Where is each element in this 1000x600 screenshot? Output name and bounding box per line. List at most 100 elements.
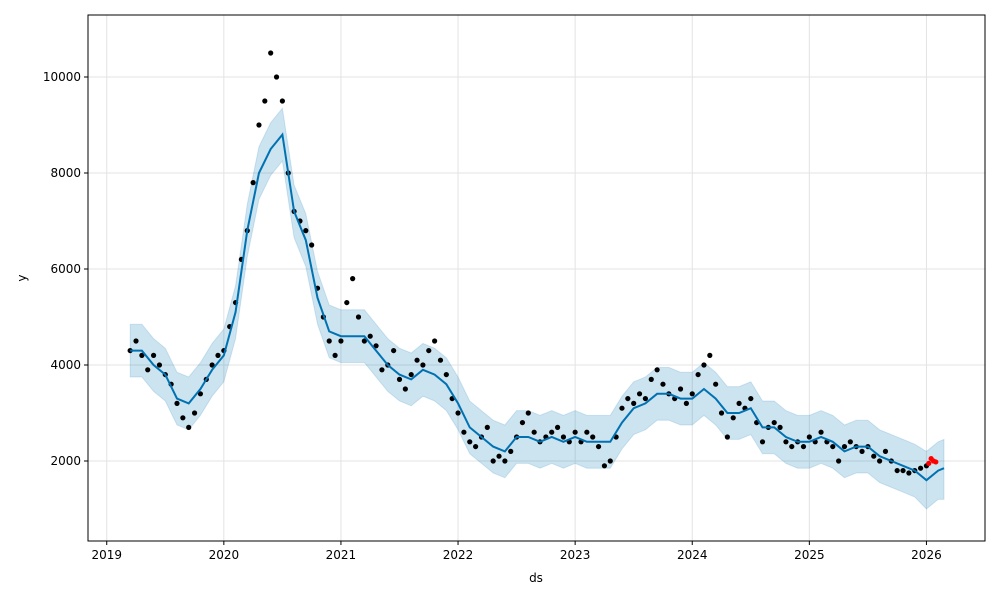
observed-point bbox=[607, 458, 613, 464]
y-axis-label: y bbox=[15, 274, 29, 281]
observed-point bbox=[748, 395, 754, 402]
observed-point bbox=[906, 470, 912, 476]
observed-point bbox=[139, 352, 145, 358]
observed-point bbox=[256, 122, 262, 128]
observed-point bbox=[800, 443, 807, 450]
x-tick-label: 2023 bbox=[560, 548, 591, 562]
y-tick-label: 2000 bbox=[50, 454, 81, 468]
observed-point bbox=[759, 439, 766, 445]
future-point bbox=[926, 460, 932, 466]
observed-point bbox=[408, 371, 414, 378]
observed-point bbox=[677, 386, 684, 392]
observed-point bbox=[648, 376, 654, 382]
uncertainty-band bbox=[129, 107, 945, 510]
observed-point bbox=[273, 74, 280, 80]
observed-point bbox=[508, 448, 514, 454]
observed-point bbox=[156, 362, 163, 368]
observed-point bbox=[683, 400, 689, 406]
observed-point bbox=[660, 381, 666, 387]
observed-point bbox=[789, 443, 795, 450]
observed-point bbox=[531, 429, 537, 435]
observed-point bbox=[619, 405, 625, 411]
observed-point bbox=[197, 391, 204, 397]
observed-point bbox=[724, 434, 730, 440]
observed-point bbox=[209, 362, 215, 368]
observed-point bbox=[309, 242, 315, 248]
observed-point bbox=[180, 415, 186, 421]
observed-point bbox=[836, 458, 842, 464]
observed-point bbox=[373, 343, 379, 349]
observed-point bbox=[572, 429, 578, 435]
observed-point bbox=[560, 434, 567, 440]
observed-point bbox=[490, 458, 496, 464]
observed-point bbox=[642, 395, 649, 402]
observed-point bbox=[636, 391, 643, 397]
forecast-line bbox=[130, 132, 945, 482]
observed-point bbox=[736, 400, 742, 406]
observed-point bbox=[894, 467, 900, 474]
observed-point bbox=[917, 465, 924, 471]
x-tick-label: 2021 bbox=[326, 548, 357, 562]
observed-point bbox=[707, 352, 713, 358]
x-tick-label: 2025 bbox=[794, 548, 825, 562]
observed-point bbox=[250, 180, 256, 186]
observed-point bbox=[402, 386, 408, 392]
observed-point bbox=[882, 448, 889, 454]
observed-point bbox=[859, 448, 865, 454]
observed-point bbox=[519, 419, 526, 426]
observed-point bbox=[584, 429, 590, 435]
observed-point bbox=[496, 453, 502, 459]
observed-point bbox=[186, 424, 192, 430]
observed-point bbox=[332, 352, 338, 358]
x-tick-label: 2026 bbox=[911, 548, 942, 562]
observed-point bbox=[777, 424, 783, 430]
observed-point bbox=[841, 443, 848, 450]
observed-point bbox=[818, 429, 824, 435]
observed-point bbox=[877, 458, 883, 464]
observed-point bbox=[262, 98, 268, 104]
observed-point bbox=[303, 228, 309, 234]
observed-point bbox=[601, 463, 608, 469]
observed-point bbox=[432, 338, 438, 344]
observed-point bbox=[473, 443, 479, 450]
x-tick-label: 2019 bbox=[91, 548, 122, 562]
y-tick-label: 10000 bbox=[43, 70, 81, 84]
observed-point bbox=[847, 439, 853, 445]
observed-point bbox=[549, 429, 555, 435]
observed-point bbox=[279, 98, 285, 104]
observed-point bbox=[443, 371, 449, 378]
observed-point bbox=[350, 275, 356, 282]
observed-point bbox=[174, 400, 180, 406]
observed-point bbox=[379, 367, 385, 373]
observed-point bbox=[461, 429, 467, 435]
y-tick-label: 8000 bbox=[50, 166, 81, 180]
observed-point bbox=[554, 424, 561, 430]
observed-point bbox=[689, 391, 695, 397]
plot-area bbox=[127, 50, 945, 510]
observed-point bbox=[344, 299, 350, 306]
axes: 2019 2020 2021 2022 2023 2024 2025 2026 2000 4000… bbox=[43, 70, 942, 562]
observed-point bbox=[595, 443, 602, 450]
observed-point bbox=[502, 458, 508, 464]
grid bbox=[88, 15, 985, 541]
observed-point bbox=[625, 395, 631, 402]
observed-point bbox=[525, 410, 531, 416]
observed-point bbox=[426, 347, 432, 354]
observed-point bbox=[215, 352, 221, 358]
observed-point bbox=[900, 467, 906, 474]
x-tick-label: 2022 bbox=[443, 548, 474, 562]
observed-point bbox=[695, 371, 701, 378]
observed-point bbox=[133, 338, 139, 344]
observed-point bbox=[391, 347, 397, 354]
observed-point bbox=[455, 410, 461, 416]
observed-point bbox=[420, 362, 426, 368]
observed-point bbox=[437, 357, 444, 363]
x-tick-label: 2020 bbox=[209, 548, 240, 562]
observed-point bbox=[467, 439, 473, 445]
observed-point bbox=[191, 410, 198, 416]
observed-point bbox=[396, 376, 403, 382]
observed-point bbox=[367, 333, 373, 339]
observed-point bbox=[701, 362, 707, 368]
